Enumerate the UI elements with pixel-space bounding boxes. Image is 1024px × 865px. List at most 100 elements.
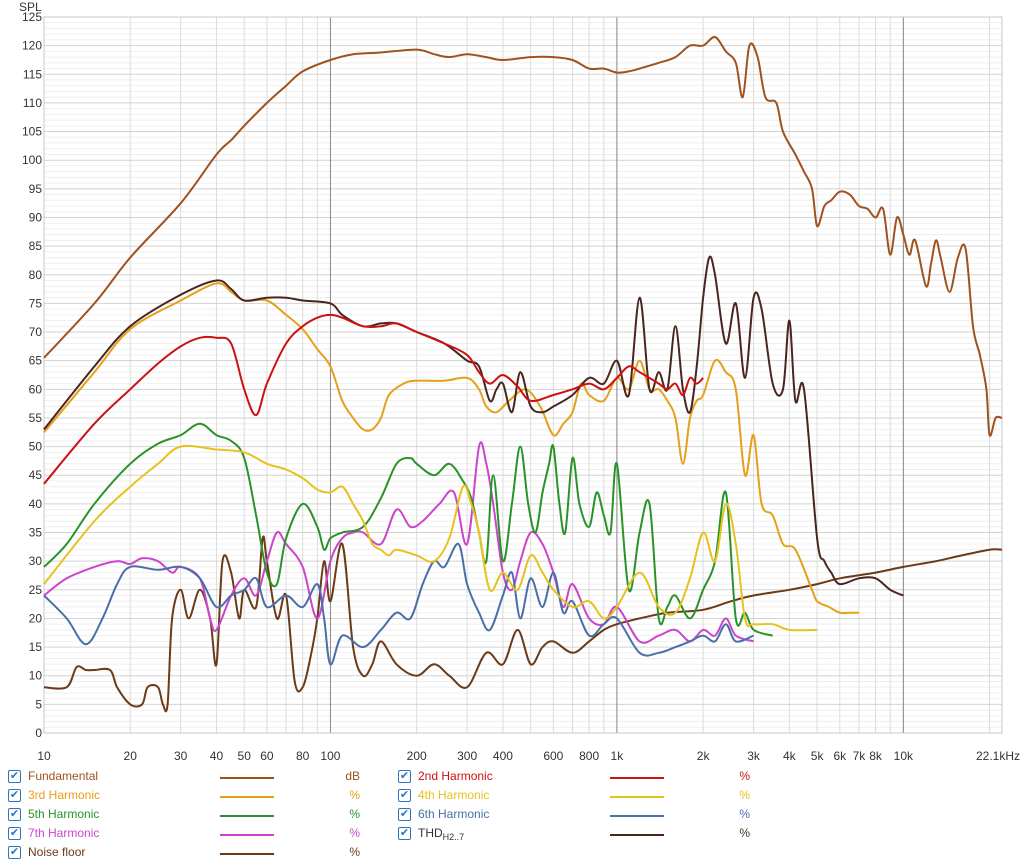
- legend-checkbox-noise-floor[interactable]: ✔: [8, 846, 21, 859]
- legend-swatch-fundamental: [220, 777, 274, 779]
- x-tick-label: 7k: [853, 749, 867, 763]
- y-tick-label: 65: [29, 354, 43, 368]
- y-tick-label: 110: [23, 96, 42, 110]
- x-tick-label: 80: [296, 749, 310, 763]
- y-tick-label: 100: [22, 153, 42, 167]
- legend-checkbox-fundamental[interactable]: ✔: [8, 770, 21, 783]
- legend-checkbox-4th-harmonic[interactable]: ✔: [398, 789, 411, 802]
- legend-swatch-6th-harmonic: [610, 815, 664, 817]
- series-line-4th-harmonic: [43, 444, 818, 632]
- y-tick-label: 105: [22, 125, 42, 139]
- legend-unit-thd: %: [739, 826, 750, 840]
- legend-unit-7th-harmonic: %: [349, 826, 360, 840]
- legend-label-3rd-harmonic: 3rd Harmonic: [28, 788, 101, 802]
- y-tick-label: 120: [22, 39, 42, 53]
- legend-checkbox-5th-harmonic[interactable]: ✔: [8, 808, 21, 821]
- x-tick-label: 8k: [869, 749, 883, 763]
- legend-item-4th-harmonic: ✔ 4th Harmonic%: [0, 786, 1024, 805]
- legend-unit-2nd-harmonic: %: [739, 769, 750, 783]
- y-tick-label: 0: [35, 726, 42, 740]
- plot-frame: [43, 16, 1003, 734]
- y-tick-label: 115: [23, 67, 42, 81]
- x-tick-label: 10: [37, 749, 51, 763]
- legend-item-fundamental: ✔ Fundamental dB: [0, 767, 1024, 786]
- legend-unit-5th-harmonic: %: [349, 807, 360, 821]
- legend-checkbox-6th-harmonic[interactable]: ✔: [398, 808, 411, 821]
- legend-label-4th-harmonic: 4th Harmonic: [418, 788, 490, 802]
- series-line-5th-harmonic: [43, 422, 773, 637]
- grid-major: [44, 16, 1002, 734]
- y-tick-label: 60: [29, 382, 43, 396]
- x-tick-label: 10k: [894, 749, 914, 763]
- x-tick-label: 100: [320, 749, 340, 763]
- chart-svg: 0 5 10 15 20 25 30 35 40 45 50 55 60 65 70 75 80 85 90 95 10…: [19, 0, 1020, 763]
- y-tick-label: 95: [29, 182, 43, 196]
- y-tick-label: 55: [29, 411, 43, 425]
- legend-checkbox-7th-harmonic[interactable]: ✔: [8, 827, 21, 840]
- legend-swatch-thd: [610, 834, 664, 836]
- x-tick-label: 400: [493, 749, 513, 763]
- legend-unit-4th-harmonic: %: [739, 788, 750, 802]
- series-line-fundamental: [43, 35, 1003, 437]
- legend-swatch-4th-harmonic: [610, 796, 664, 798]
- x-tick-label: 600: [543, 749, 563, 763]
- y-tick-label: 90: [29, 210, 43, 224]
- x-axis-ticks: 10 20 30 40 50 60 80 100 200 300 400 600 800 1k 2k 3k 4k…: [37, 749, 1020, 763]
- x-tick-label: 200: [407, 749, 427, 763]
- x-tick-label: 40: [210, 749, 224, 763]
- series-layer: [43, 35, 1003, 713]
- y-axis-label: SPL: [19, 0, 42, 14]
- legend-unit-3rd-harmonic: %: [349, 788, 360, 802]
- x-tick-label: 1k: [611, 749, 625, 763]
- y-tick-label: 30: [29, 554, 43, 568]
- legend-item-7th-harmonic: ✔ 7th Harmonic%: [0, 824, 1024, 843]
- x-tick-label: 4k: [783, 749, 797, 763]
- legend-item-5th-harmonic: ✔ 5th Harmonic%: [0, 805, 1024, 824]
- legend-swatch-3rd-harmonic: [220, 796, 274, 798]
- legend-label-thd: THDH2..7: [418, 826, 465, 842]
- y-tick-label: 70: [29, 325, 43, 339]
- x-tick-label: 3k: [747, 749, 761, 763]
- legend-item-6th-harmonic: ✔ 6th Harmonic%: [0, 805, 1024, 824]
- legend-swatch-noise-floor: [220, 853, 274, 855]
- legend-unit-fundamental: dB: [345, 769, 360, 783]
- y-tick-label: 125: [22, 10, 42, 24]
- legend-label-noise-floor: Noise floor: [28, 845, 86, 859]
- y-tick-label: 75: [29, 296, 43, 310]
- legend-subscript: H2..7: [442, 832, 465, 842]
- x-tick-label: 22.1kHz: [976, 749, 1020, 763]
- x-tick-label: 6k: [833, 749, 847, 763]
- legend-checkbox-2nd-harmonic[interactable]: ✔: [398, 770, 411, 783]
- series-line-6th-harmonic: [43, 542, 754, 666]
- x-tick-label: 800: [579, 749, 599, 763]
- legend-label-6th-harmonic: 6th Harmonic: [418, 807, 490, 821]
- legend-checkbox-3rd-harmonic[interactable]: ✔: [8, 789, 21, 802]
- y-tick-label: 80: [29, 268, 43, 282]
- series-line-thd: [43, 255, 904, 597]
- x-tick-label: 2k: [697, 749, 711, 763]
- legend-checkbox-thd[interactable]: ✔: [398, 827, 411, 840]
- y-tick-label: 25: [29, 583, 43, 597]
- x-tick-label: 5k: [811, 749, 825, 763]
- y-tick-label: 15: [29, 640, 43, 654]
- x-tick-label: 300: [457, 749, 477, 763]
- series-line-3rd-harmonic: [43, 282, 859, 615]
- legend-item-3rd-harmonic: ✔ 3rd Harmonic%: [0, 786, 1024, 805]
- legend: ✔ Fundamental dB ✔ 3rd Harmonic% ✔ 5th Harmoni…: [0, 767, 1024, 865]
- legend-label-fundamental: Fundamental: [28, 769, 99, 783]
- y-tick-label: 50: [29, 440, 43, 454]
- legend-item-thd: ✔ THDH2..7%: [0, 824, 1024, 843]
- legend-item-2nd-harmonic: ✔ 2nd Harmonic%: [0, 767, 1024, 786]
- legend-unit-6th-harmonic: %: [739, 807, 750, 821]
- legend-swatch-2nd-harmonic: [610, 777, 664, 779]
- legend-swatch-7th-harmonic: [220, 834, 274, 836]
- legend-swatch-5th-harmonic: [220, 815, 274, 817]
- y-axis-ticks: 0 5 10 15 20 25 30 35 40 45 50 55 60 65 70 75 80 85 90 95 10…: [22, 10, 42, 740]
- y-tick-label: 40: [29, 497, 43, 511]
- x-tick-label: 50: [238, 749, 252, 763]
- y-tick-label: 10: [29, 669, 43, 683]
- legend-item-noise-floor: ✔ Noise floor%: [0, 843, 1024, 862]
- y-tick-label: 5: [35, 697, 42, 711]
- x-tick-label: 60: [260, 749, 274, 763]
- legend-unit-noise-floor: %: [349, 845, 360, 859]
